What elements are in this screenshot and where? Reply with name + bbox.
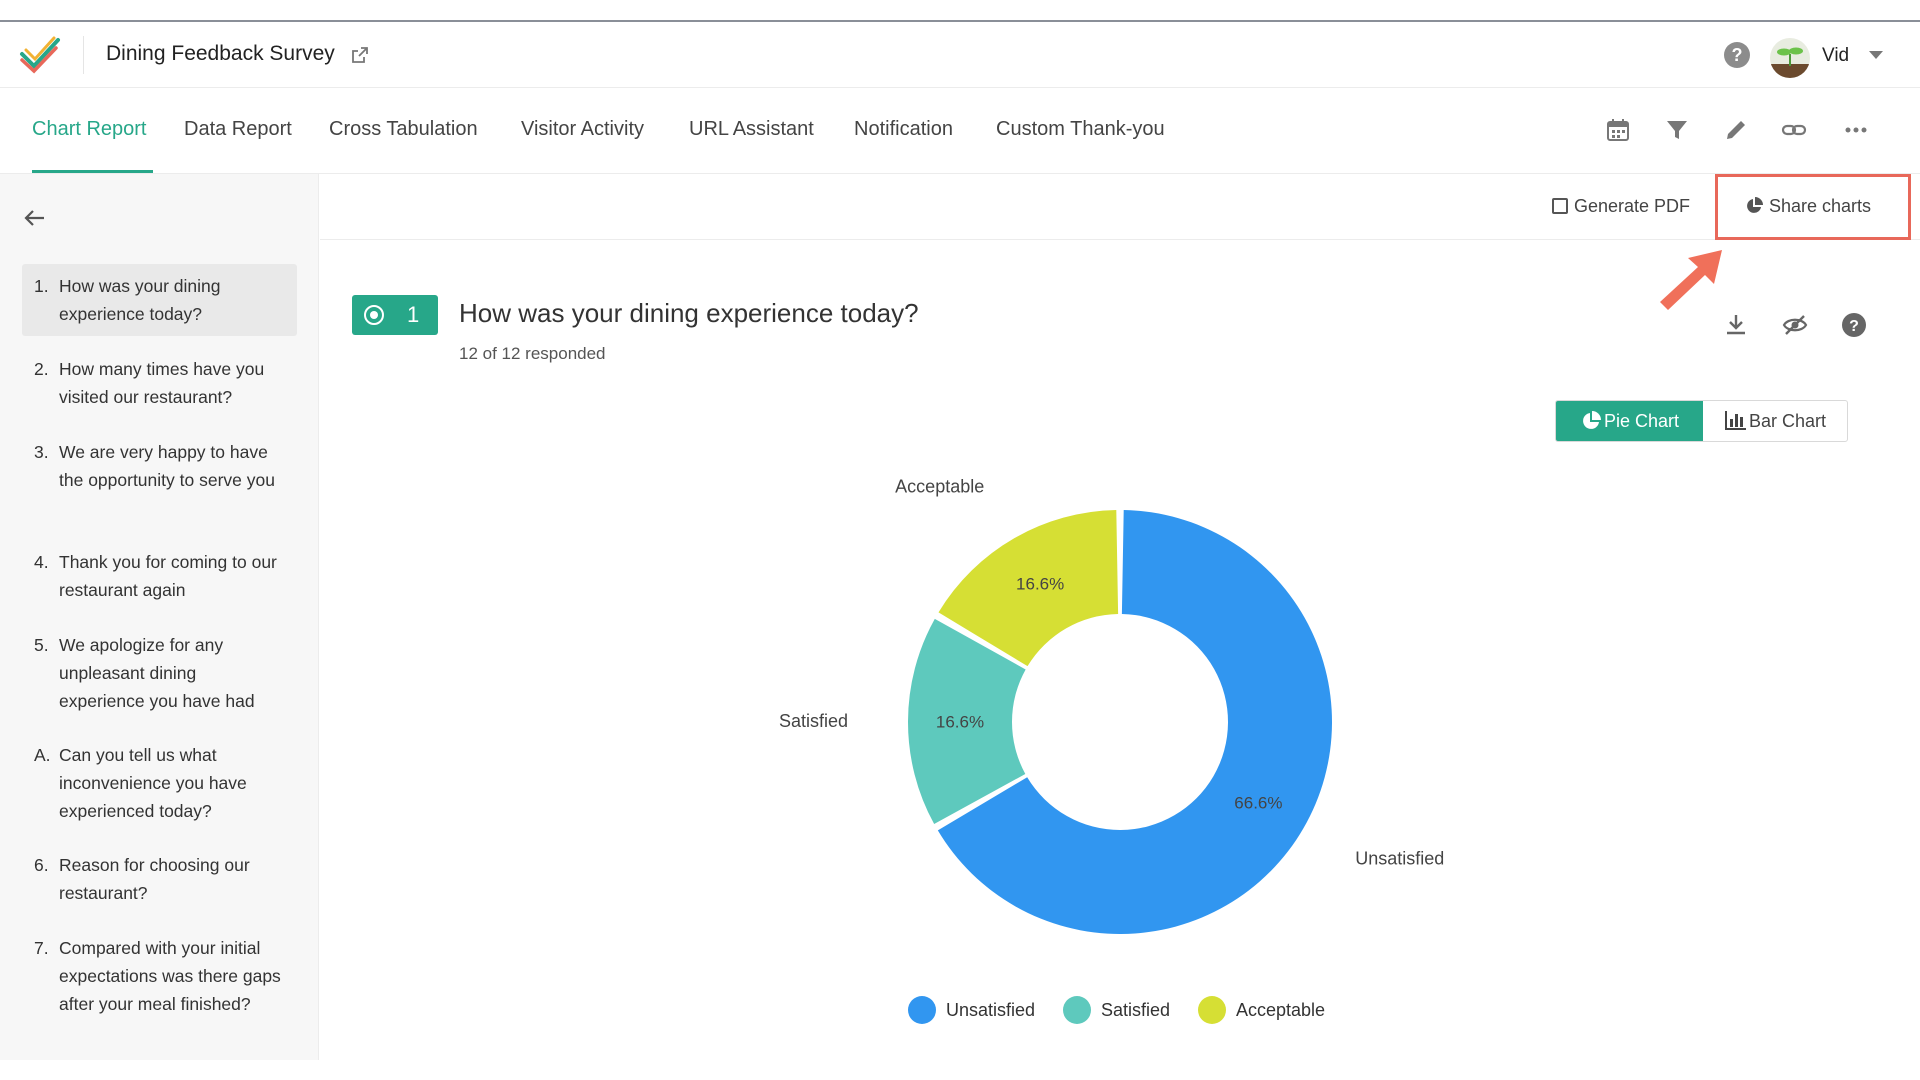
generate-pdf-label: Generate PDF [1574, 196, 1691, 216]
question-label: Can you tell us what inconvenience you h… [59, 745, 247, 821]
back-arrow-icon[interactable] [22, 208, 46, 228]
generate-pdf-button[interactable]: Generate PDF [1552, 196, 1690, 217]
sidebar-question-3[interactable]: 3. We are very happy to have the opportu… [22, 430, 297, 502]
filter-icon[interactable] [1664, 117, 1690, 143]
link-icon[interactable] [1781, 117, 1807, 143]
legend-swatch [908, 996, 936, 1024]
category-label-unsatisfied: Unsatisfied [1355, 848, 1444, 868]
more-icon[interactable] [1843, 117, 1869, 143]
chart-type-toggle: Pie Chart Bar Chart [1555, 400, 1848, 442]
help-icon[interactable]: ? [1841, 312, 1867, 338]
app-logo[interactable] [18, 36, 62, 76]
sidebar-question-a[interactable]: A. Can you tell us what inconvenience yo… [22, 733, 297, 833]
legend-item-satisfied[interactable]: Satisfied [1063, 996, 1170, 1024]
tab-chart-report[interactable]: Chart Report [32, 118, 147, 140]
responded-count: 12 of 12 responded [459, 344, 606, 363]
legend-label: Satisfied [1101, 1000, 1171, 1020]
app-header: Dining Feedback Survey ? Vid [0, 22, 1920, 88]
user-name[interactable]: Vid [1822, 45, 1850, 66]
data-label-unsatisfied: 66.6% [1234, 793, 1282, 812]
question-number-badge: 1 [352, 295, 438, 335]
bar-chart-label: Bar Chart [1748, 411, 1827, 431]
category-label-acceptable: Acceptable [895, 476, 984, 496]
pie-chart-label: Pie Chart [1603, 411, 1680, 431]
slice-acceptable[interactable] [938, 510, 1119, 667]
share-charts-button[interactable]: Share charts [1745, 196, 1871, 217]
question-label: How many times have you visited our rest… [59, 359, 265, 407]
calendar-icon[interactable] [1605, 117, 1631, 143]
question-title: How was your dining experience today? [459, 298, 919, 328]
data-label-acceptable: 16.6% [1016, 574, 1064, 593]
question-label: How was your dining experience today? [59, 276, 221, 324]
legend-swatch [1198, 996, 1226, 1024]
download-icon[interactable] [1723, 312, 1749, 338]
radio-question-icon [364, 305, 384, 325]
question-label: We are very happy to have the opportunit… [59, 442, 275, 490]
tab-data-report[interactable]: Data Report [184, 118, 292, 140]
active-tab-indicator [32, 170, 153, 173]
question-number: 4. [34, 552, 49, 572]
question-number: 2. [34, 359, 49, 379]
sidebar-question-5[interactable]: 5. We apologize for any unpleasant dinin… [22, 623, 297, 723]
legend-label: Unsatisfied [946, 1000, 1036, 1020]
tab-visitor-activity[interactable]: Visitor Activity [521, 118, 644, 140]
chart-report-panel: Generate PDF Share charts 1 How was your… [320, 174, 1920, 1060]
bar-chart-icon [1724, 411, 1746, 430]
report-tabs: Chart Report Data Report Cross Tabulatio… [0, 88, 1920, 174]
pie-chart-button[interactable]: Pie Chart [1556, 401, 1703, 441]
question-number: 1 [407, 302, 420, 327]
legend-label: Acceptable [1236, 1000, 1326, 1020]
donut-chart: 66.6% Unsatisfied 16.6% Satisfied 16.6% Accep… [779, 476, 1444, 934]
help-icon[interactable]: ? [1724, 42, 1750, 68]
window-top-bar [0, 0, 1920, 22]
sidebar-question-4[interactable]: 4. Thank you for coming to our restauran… [22, 540, 297, 612]
chevron-down-icon[interactable] [1869, 51, 1883, 59]
pie-chart-icon [1747, 197, 1763, 213]
category-label-satisfied: Satisfied [779, 711, 848, 731]
legend-swatch [1063, 996, 1091, 1024]
legend-item-acceptable[interactable]: Acceptable [1198, 996, 1325, 1024]
slice-unsatisfied[interactable] [937, 510, 1332, 934]
sidebar-question-6[interactable]: 6. Reason for choosing our restaurant? [22, 843, 297, 915]
question-label: Reason for choosing our restaurant? [59, 855, 250, 903]
hide-icon[interactable] [1782, 312, 1808, 338]
sidebar-question-1[interactable]: 1. How was your dining experience today? [22, 264, 297, 336]
question-number: 7. [34, 938, 49, 958]
report-action-bar: Generate PDF Share charts [320, 174, 1920, 240]
svg-text:?: ? [1849, 318, 1859, 335]
data-label-satisfied: 16.6% [936, 712, 984, 731]
external-link-icon[interactable] [350, 45, 370, 65]
pie-chart-icon [1583, 411, 1601, 429]
share-charts-highlight [1715, 174, 1911, 240]
header-divider [83, 36, 84, 74]
share-charts-label: Share charts [1769, 196, 1872, 216]
edit-icon[interactable] [1723, 117, 1749, 143]
legend-item-unsatisfied[interactable]: Unsatisfied [908, 996, 1035, 1024]
avatar[interactable] [1770, 38, 1810, 78]
bar-chart-button[interactable]: Bar Chart [1703, 401, 1848, 441]
question-number: 5. [34, 635, 49, 655]
tab-custom-thank-you[interactable]: Custom Thank-you [996, 118, 1165, 140]
sidebar-question-7[interactable]: 7. Compared with your initial expectatio… [22, 926, 297, 1026]
pdf-icon [1552, 198, 1568, 214]
question-number: 6. [34, 855, 49, 875]
slice-satisfied[interactable] [908, 618, 1026, 824]
question-sidebar: 1. How was your dining experience today?… [0, 174, 319, 1060]
tab-url-assistant[interactable]: URL Assistant [689, 118, 814, 140]
question-number: 1. [34, 276, 49, 296]
question-label: We apologize for any unpleasant dining e… [59, 635, 255, 711]
pointer-arrow-annotation [1660, 250, 1722, 310]
survey-title: Dining Feedback Survey [106, 42, 335, 65]
tab-notification[interactable]: Notification [854, 118, 953, 140]
question-number: A. [34, 745, 51, 765]
question-number: 3. [34, 442, 49, 462]
question-label: Compared with your initial expectations … [59, 938, 281, 1014]
sidebar-question-2[interactable]: 2. How many times have you visited our r… [22, 347, 297, 419]
question-label: Thank you for coming to our restaurant a… [59, 552, 277, 600]
tab-cross-tabulation[interactable]: Cross Tabulation [329, 118, 478, 140]
